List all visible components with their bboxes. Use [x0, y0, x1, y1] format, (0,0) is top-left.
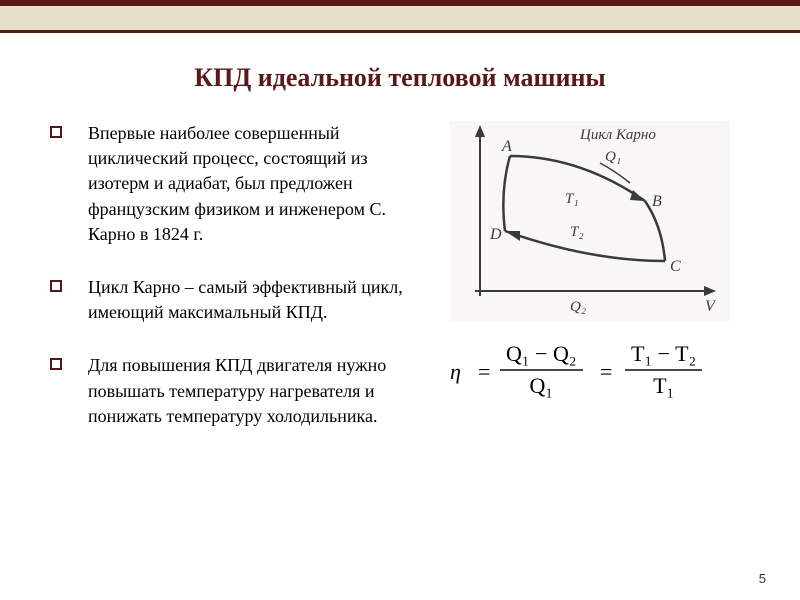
bullet-text: Цикл Карно – самый эффективный цикл, име…: [88, 275, 430, 325]
slide-content: КПД идеальной тепловой машины Впервые на…: [0, 33, 800, 477]
fraction-t: T₁ − T₂ T₁: [625, 341, 702, 399]
frac1-num: Q₁ − Q₂: [500, 341, 583, 367]
top-bar-beige: [0, 6, 800, 30]
bullets-column: Впервые наиболее совершенный циклический…: [50, 121, 430, 457]
fraction-q: Q₁ − Q₂ Q₁: [500, 341, 583, 399]
diagram-title: Цикл Карно: [579, 127, 656, 143]
bullet-item: Впервые наиболее совершенный циклический…: [50, 121, 430, 247]
point-b-label: B: [652, 193, 662, 210]
bullet-marker-icon: [50, 280, 62, 292]
bullet-item: Цикл Карно – самый эффективный цикл, име…: [50, 275, 430, 325]
bullet-item: Для повышения КПД двигателя нужно повыша…: [50, 353, 430, 429]
bullet-text: Для повышения КПД двигателя нужно повыша…: [88, 353, 430, 429]
equals-2: =: [600, 359, 612, 385]
point-d-label: D: [489, 226, 502, 243]
frac2-line: [625, 369, 702, 371]
point-c-label: C: [670, 258, 681, 275]
q1-label: Q₁: [605, 149, 621, 165]
frac2-num: T₁ − T₂: [625, 341, 702, 367]
point-a-label: A: [501, 138, 512, 155]
bullet-marker-icon: [50, 126, 62, 138]
right-column: A B C D T₁ T₂ Q₁ Q₂ V Цикл Карно η =: [450, 121, 750, 457]
frac2-den: T₁: [625, 373, 702, 399]
q2-label: Q₂: [570, 299, 586, 315]
formula: η = Q₁ − Q₂ Q₁ = T₁ − T₂ T₁: [450, 341, 750, 401]
t2-label: T₂: [570, 224, 584, 240]
frac1-line: [500, 369, 583, 371]
eta-symbol: η: [450, 359, 461, 385]
frac1-den: Q₁: [500, 373, 583, 399]
page-title: КПД идеальной тепловой машины: [50, 63, 750, 93]
axis-x-label: V: [705, 298, 717, 315]
bullet-text: Впервые наиболее совершенный циклический…: [88, 121, 430, 247]
t1-label: T₁: [565, 191, 579, 207]
page-number: 5: [759, 571, 766, 586]
equals-1: =: [478, 359, 490, 385]
carnot-diagram: A B C D T₁ T₂ Q₁ Q₂ V Цикл Карно: [450, 121, 730, 321]
content-row: Впервые наиболее совершенный циклический…: [50, 121, 750, 457]
bullet-marker-icon: [50, 358, 62, 370]
